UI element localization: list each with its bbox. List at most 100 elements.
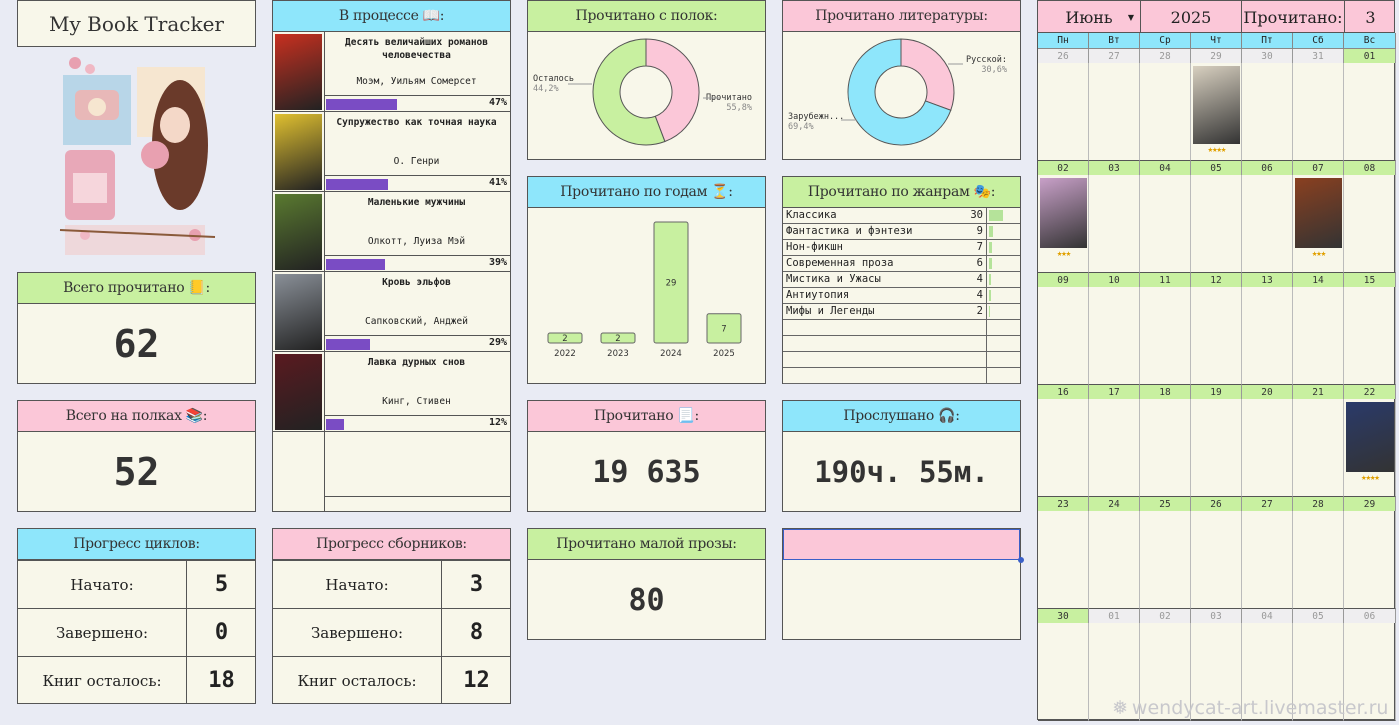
calendar-day-cell[interactable] (1038, 175, 1089, 273)
genre-count: 9 (976, 225, 983, 237)
month-select[interactable]: Июнь ▼ (1038, 1, 1141, 33)
bar-category-label: 2023 (607, 349, 629, 359)
calendar-day-number: 01 (1089, 609, 1140, 623)
calendar-day-number: 28 (1140, 49, 1191, 63)
empty-card[interactable] (782, 528, 1024, 640)
calendar-day-cell[interactable] (1293, 63, 1344, 161)
calendar-book-cover[interactable] (1346, 402, 1394, 472)
calendar-day-cell[interactable] (1293, 175, 1344, 273)
calendar-day-cell[interactable] (1242, 623, 1293, 721)
genres-card: Прочитано по жанрам 🎭: Классика 30 Фантасти… (782, 176, 1021, 384)
calendar-day-cell[interactable] (1140, 623, 1191, 721)
book-cover (275, 354, 322, 430)
total-read-label: Всего прочитано (63, 280, 185, 296)
weekday-header: Чт (1191, 33, 1242, 49)
total-read-card: Всего прочитано 📒: 62 (17, 272, 256, 384)
donut-value: 69,4% (788, 122, 814, 132)
genre-name: Нон-фикшн (786, 241, 843, 253)
progress-bar: 47% (324, 95, 510, 111)
in-progress-book[interactable]: Десять величайших романов человечества Мо… (273, 32, 510, 112)
calendar-day-cell[interactable] (1242, 399, 1293, 497)
progress-fill (326, 259, 385, 270)
calendar-day-cell[interactable] (1089, 175, 1140, 273)
calendar-day-cell[interactable] (1089, 511, 1140, 609)
calendar-day-cell[interactable] (1140, 287, 1191, 385)
progress-percent: 39% (488, 257, 507, 268)
short-prose-card: Прочитано малой прозы: 80 (527, 528, 766, 640)
book-author: О. Генри (393, 156, 440, 167)
calendar-day-cell[interactable] (1140, 399, 1191, 497)
book-cover (275, 274, 322, 350)
calendar-day-cell[interactable] (1242, 175, 1293, 273)
calendar-day-cell[interactable] (1242, 63, 1293, 161)
calendar-day-cell[interactable] (1140, 511, 1191, 609)
calendar-day-number: 05 (1293, 609, 1344, 623)
calendar-day-cell[interactable] (1344, 287, 1396, 385)
calendar-day-cell[interactable] (1191, 175, 1242, 273)
calendar-day-cell[interactable] (1293, 399, 1344, 497)
calendar-day-cell[interactable] (1089, 63, 1140, 161)
calendar-day-cell[interactable] (1242, 287, 1293, 385)
calendar-day-cell[interactable] (1038, 623, 1089, 721)
calendar-day-cell[interactable] (1140, 63, 1191, 161)
read-count: 3 (1365, 7, 1376, 27)
calendar-day-cell[interactable] (1191, 63, 1242, 161)
book-author: Моэм, Уильям Сомерсет (356, 76, 477, 87)
calendar-day-cell[interactable] (1293, 623, 1344, 721)
calendar-day-cell[interactable] (1038, 511, 1089, 609)
in-progress-book[interactable]: Маленькие мужчины Олкотт, Луиза Мэй 39% (273, 192, 510, 272)
lit-chart-label: Прочитано литературы: (783, 1, 1020, 32)
calendar-day-cell[interactable] (1038, 63, 1089, 161)
total-shelves-card: Всего на полках 📚: 52 (17, 400, 256, 512)
in-progress-book[interactable]: Супружество как точная наука О. Генри 41% (273, 112, 510, 192)
bar-category-label: 2022 (554, 349, 576, 359)
book-title: Супружество как точная наука (336, 117, 497, 128)
calendar-day-cell[interactable] (1344, 511, 1396, 609)
genre-count: 4 (976, 273, 983, 285)
selected-cell[interactable] (783, 529, 1020, 560)
progress-fill (326, 99, 397, 110)
genre-name: Антиутопия (786, 289, 850, 301)
genre-row: Нон-фикшн 7 (783, 240, 1020, 256)
genre-bar (989, 290, 991, 301)
headphones-icon: 🎧: (938, 408, 960, 424)
donut-slice (847, 38, 952, 146)
calendar-day-cell[interactable] (1140, 175, 1191, 273)
calendar-book-cover[interactable] (1295, 178, 1342, 248)
calendar-day-number: 23 (1038, 497, 1089, 511)
calendar-day-cell[interactable] (1344, 623, 1396, 721)
calendar-day-cell[interactable] (1293, 287, 1344, 385)
calendar-day-cell[interactable] (1242, 511, 1293, 609)
calendar-book-cover[interactable] (1040, 178, 1087, 248)
calendar-day-cell[interactable] (1344, 399, 1396, 497)
rating-stars: ★★★★ (1207, 145, 1227, 155)
in-progress-book[interactable]: Кровь эльфов Сапковский, Анджей 29% (273, 272, 510, 352)
year-bar (547, 332, 583, 344)
selection-handle[interactable] (1018, 557, 1024, 563)
calendar-day-cell[interactable] (1191, 399, 1242, 497)
calendar-day-cell[interactable] (1089, 399, 1140, 497)
genre-row (783, 352, 1020, 368)
calendar-day-cell[interactable] (1089, 623, 1140, 721)
calendar-day-cell[interactable] (1191, 287, 1242, 385)
calendar-day-cell[interactable] (1344, 175, 1396, 273)
genre-name: Фантастика и фэнтези (786, 225, 913, 237)
calendar-day-cell[interactable] (1038, 287, 1089, 385)
genres-label: Прочитано по жанрам (807, 184, 970, 200)
calendar-day-cell[interactable] (1191, 623, 1242, 721)
calendar-day-number: 20 (1242, 385, 1293, 399)
calendar-day-cell[interactable] (1191, 511, 1242, 609)
genre-count: 7 (976, 241, 983, 253)
calendar-day-cell[interactable] (1344, 63, 1396, 161)
short-prose-label: Прочитано малой прозы: (528, 529, 765, 560)
in-progress-book[interactable]: Лавка дурных снов Кинг, Стивен 12% (273, 352, 510, 432)
calendar-day-cell[interactable] (1089, 287, 1140, 385)
calendar-day-cell[interactable] (1293, 511, 1344, 609)
donut-label: Зарубежн... (788, 111, 844, 122)
page-icon: 📃: (677, 408, 699, 424)
calendar-day-number: 04 (1242, 609, 1293, 623)
calendar-day-cell[interactable] (1038, 399, 1089, 497)
genre-bar (989, 242, 993, 253)
genre-bar (989, 274, 991, 285)
calendar-book-cover[interactable] (1193, 66, 1240, 144)
